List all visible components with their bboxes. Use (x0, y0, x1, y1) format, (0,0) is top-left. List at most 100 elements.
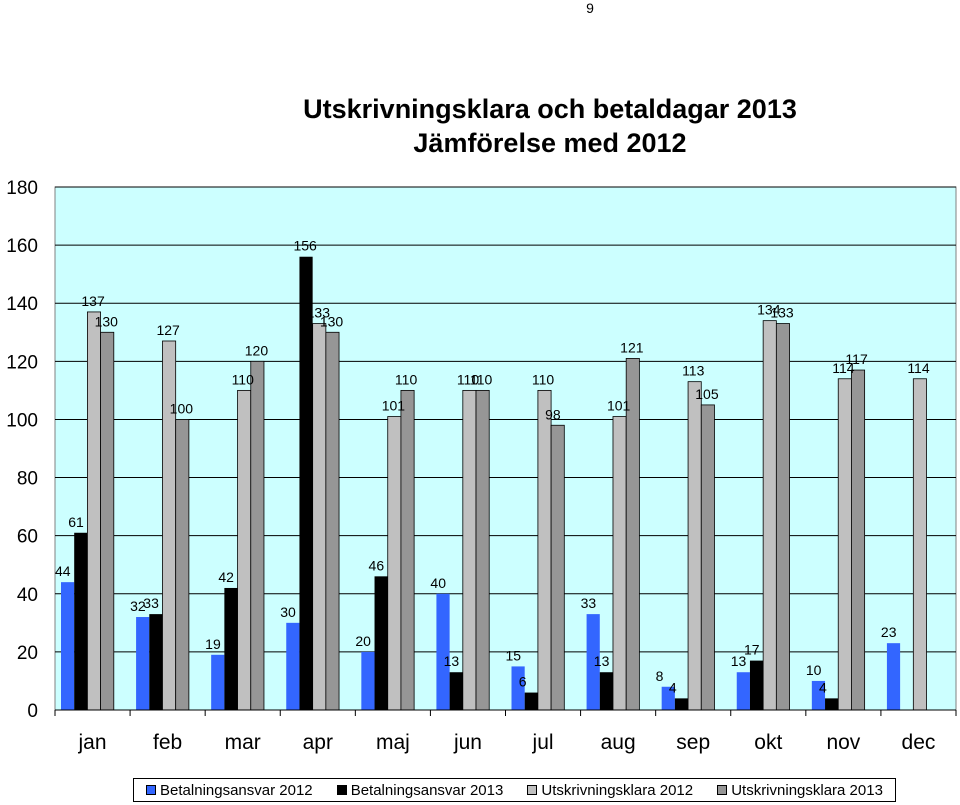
data-label: 13 (444, 653, 460, 669)
data-label: 121 (620, 339, 644, 355)
chart-title-line: Utskrivningsklara och betaldagar 2013 (303, 94, 797, 124)
data-label: 137 (81, 293, 105, 309)
x-category-label: apr (303, 731, 333, 754)
bar-utskrivningsklara-2013-feb (175, 419, 190, 711)
bar-betalningsansvar-2012-nov (811, 680, 826, 710)
bar-utskrivningsklara-2012-jun (462, 389, 477, 711)
data-label: 10 (806, 662, 822, 678)
x-category-label: nov (826, 731, 860, 754)
bar-betalningsansvar-2013-maj (374, 576, 388, 710)
data-label: 46 (369, 557, 385, 573)
bar-utskrivningsklara-2013-okt (775, 323, 790, 711)
data-label: 17 (744, 642, 760, 658)
bar-utskrivningsklara-2013-apr (325, 331, 340, 711)
bar-utskrivningsklara-2012-feb (162, 340, 177, 711)
legend-item: Utskrivningsklara 2013 (717, 782, 883, 799)
legend-item: Betalningsansvar 2013 (336, 781, 504, 799)
bar-betalningsansvar-2012-okt (736, 672, 750, 710)
data-label: 114 (907, 360, 930, 376)
chart-title: Utskrivningsklara och betaldagar 2013 Jäm… (303, 94, 797, 158)
x-category-label: mar (225, 731, 261, 754)
page-number: 9 (586, 0, 594, 16)
bar-betalningsansvar-2012-dec (886, 643, 901, 710)
x-category-label: okt (754, 731, 782, 754)
data-label: 130 (95, 313, 119, 329)
chart: Utskrivningsklara och betaldagar 2013 Jäm… (6, 94, 957, 754)
data-label: 130 (320, 313, 344, 329)
data-label: 23 (881, 624, 897, 640)
data-label: 8 (656, 668, 664, 684)
x-category-label: dec (902, 731, 936, 754)
bar-betalningsansvar-2012-mar (211, 654, 225, 710)
y-tick-label: 0 (27, 701, 38, 722)
bar-utskrivningsklara-2013-jun (475, 389, 490, 711)
legend-swatch (146, 785, 157, 795)
data-label: 32 (130, 598, 146, 614)
bar-betalningsansvar-2013-jan (74, 532, 88, 710)
data-label: 156 (293, 238, 317, 254)
y-tick-label: 160 (6, 236, 38, 257)
data-label: 101 (382, 398, 406, 414)
x-category-label: aug (601, 731, 636, 754)
legend-label: Utskrivningsklara 2012 (541, 781, 694, 799)
legend-item: Utskrivningsklara 2012 (527, 782, 693, 799)
data-label: 19 (205, 636, 221, 652)
bar-utskrivningsklara-2012-jul (537, 389, 552, 711)
y-tick-label: 100 (6, 410, 38, 431)
bar-betalningsansvar-2012-apr (286, 622, 300, 710)
bar-betalningsansvar-2013-mar (224, 587, 238, 710)
y-axis-ticks: 0 20 40 60 80 100 120 140 160 180 (6, 178, 38, 722)
legend-label: Utskrivningsklara 2013 (731, 781, 883, 799)
legend-label: Betalningsansvar 2013 (350, 781, 504, 799)
bar-betalningsansvar-2013-okt (749, 660, 764, 710)
bar-betalningsansvar-2012-maj (361, 651, 375, 710)
data-label: 114 (832, 360, 855, 376)
data-label: 110 (232, 371, 255, 387)
bar-utskrivningsklara-2012-okt (762, 320, 777, 711)
data-label: 15 (506, 647, 522, 663)
data-label: 33 (143, 595, 159, 611)
plot-area (54, 186, 957, 711)
data-label: 100 (170, 400, 194, 416)
bar-betalningsansvar-2013-apr (299, 256, 313, 710)
bar-utskrivningsklara-2013-jan (100, 331, 115, 711)
y-tick-label: 20 (17, 643, 38, 664)
bar-betalningsansvar-2012-sep (661, 686, 675, 710)
data-label: 13 (731, 653, 747, 669)
bar-betalningsansvar-2012-jun (436, 593, 450, 710)
bar-utskrivningsklara-2012-dec (912, 378, 927, 711)
y-tick-label: 60 (17, 527, 38, 548)
data-label: 110 (457, 371, 480, 387)
bar-utskrivningsklara-2012-sep (687, 381, 702, 711)
data-label: 4 (819, 679, 827, 695)
bar-utskrivningsklara-2012-mar (237, 389, 252, 711)
data-label: 113 (682, 363, 705, 379)
bar-utskrivningsklara-2013-sep (700, 404, 715, 711)
bar-utskrivningsklara-2013-jul (550, 424, 565, 711)
x-category-label: maj (376, 731, 410, 754)
legend-swatch (336, 785, 347, 795)
data-label: 98 (545, 406, 561, 422)
bar-betalningsansvar-2013-jul (524, 692, 538, 710)
bar-utskrivningsklara-2012-aug (612, 416, 627, 711)
data-label: 110 (532, 371, 555, 387)
y-tick-label: 40 (17, 585, 38, 606)
data-label: 110 (470, 371, 493, 387)
data-labels: 4461137130323312710019421101203015613313… (55, 238, 930, 696)
y-tick-label: 120 (6, 352, 38, 373)
bar-betalningsansvar-2013-nov (825, 698, 839, 710)
x-category-label: jul (532, 731, 554, 754)
data-label: 13 (594, 653, 610, 669)
data-label: 44 (55, 563, 71, 579)
chart-title-line: Jämförelse med 2012 (413, 128, 686, 158)
data-label: 33 (581, 595, 597, 611)
data-label: 117 (845, 351, 868, 367)
data-label: 134 (757, 302, 781, 318)
bars (61, 256, 927, 711)
x-category-label: feb (153, 731, 182, 754)
legend-swatch (717, 785, 728, 795)
bar-betalningsansvar-2013-sep (674, 698, 689, 710)
x-category-label: jun (453, 731, 482, 754)
bar-utskrivningsklara-2013-nov (851, 369, 866, 711)
legend-swatch (527, 785, 538, 795)
